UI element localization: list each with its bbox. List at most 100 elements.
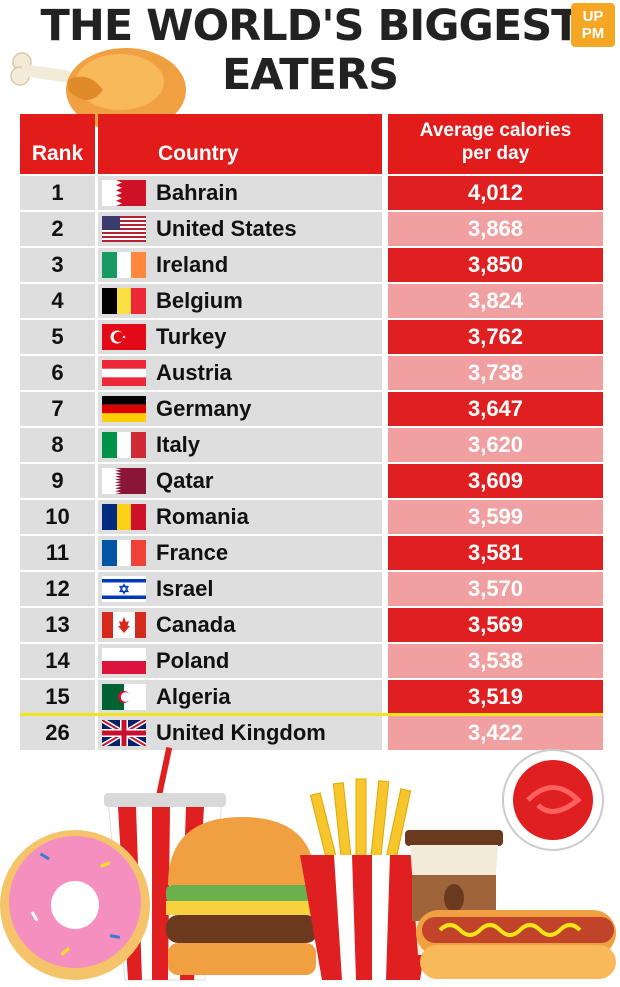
table-row: 14 Poland 3,538 [0, 644, 620, 678]
table-row: 3 Ireland 3,850 [0, 248, 620, 282]
country-cell: Algeria [98, 680, 382, 714]
calories-cell: 3,569 [388, 608, 603, 642]
bahrain-flag-icon [102, 180, 146, 206]
table-row: 26 United Kingdom 3,422 [0, 716, 620, 750]
header-country: Country [98, 114, 382, 174]
table-row: 5 Turkey 3,762 [0, 320, 620, 354]
calories-cell: 3,609 [388, 464, 603, 498]
fast-food-illustration [0, 747, 616, 981]
algeria-flag-icon [102, 684, 146, 710]
country-cell: Germany [98, 392, 382, 426]
logo-line-1: UP [582, 8, 604, 25]
belgium-flag-icon [102, 288, 146, 314]
country-cell: Poland [98, 644, 382, 678]
rank-cell: 13 [20, 608, 95, 642]
calories-cell: 3,738 [388, 356, 603, 390]
poland-flag-icon [102, 648, 146, 674]
chicken-drumstick-icon [10, 48, 186, 132]
israel-flag-icon [102, 576, 146, 602]
country-name: Israel [156, 576, 214, 601]
title-line-2: EATERS [221, 50, 399, 100]
table-row: 10 Romania 3,599 [0, 500, 620, 534]
calories-cell: 3,850 [388, 248, 603, 282]
table-row: 4 Belgium 3,824 [0, 284, 620, 318]
country-cell: Belgium [98, 284, 382, 318]
table-row: 11 France 3,581 [0, 536, 620, 570]
country-cell: Italy [98, 428, 382, 462]
country-name: Romania [156, 504, 249, 529]
rank-cell: 6 [20, 356, 95, 390]
calories-cell: 3,570 [388, 572, 603, 606]
calories-cell: 3,824 [388, 284, 603, 318]
country-name: Ireland [156, 252, 229, 277]
rank-cell: 15 [20, 680, 95, 714]
calories-cell: 3,620 [388, 428, 603, 462]
header-rank: Rank [20, 114, 95, 174]
qatar-flag-icon [102, 468, 146, 494]
header-calories: Average calories per day [388, 114, 603, 174]
canada-flag-icon [102, 612, 146, 638]
table-row: 6 Austria 3,738 [0, 356, 620, 390]
rank-cell: 1 [20, 176, 95, 210]
country-cell: Israel [98, 572, 382, 606]
table-row: 1 Bahrain 4,012 [0, 176, 620, 210]
country-cell: United States [98, 212, 382, 246]
country-cell: Canada [98, 608, 382, 642]
country-name: Italy [156, 432, 201, 457]
country-name: Austria [156, 360, 232, 385]
country-name: Poland [156, 648, 230, 673]
upm-logo: UP PM [571, 3, 615, 47]
country-name: Bahrain [156, 180, 238, 205]
table-row: 13 Canada 3,569 [0, 608, 620, 642]
rank-cell: 4 [20, 284, 95, 318]
calories-cell: 3,519 [388, 680, 603, 714]
table-row: 12 Israel 3,570 [0, 572, 620, 606]
country-cell: Ireland [98, 248, 382, 282]
calories-cell: 4,012 [388, 176, 603, 210]
country-name: Turkey [156, 324, 227, 349]
country-cell: Romania [98, 500, 382, 534]
table-row: 15 Algeria 3,519 [0, 680, 620, 714]
country-name: Germany [156, 396, 252, 421]
ireland-flag-icon [102, 252, 146, 278]
table-row: 9 Qatar 3,609 [0, 464, 620, 498]
italy-flag-icon [102, 432, 146, 458]
rank-cell: 2 [20, 212, 95, 246]
uk-flag-icon [102, 720, 146, 746]
table-row: 8 Italy 3,620 [0, 428, 620, 462]
rank-cell: 14 [20, 644, 95, 678]
calories-cell: 3,422 [388, 716, 603, 750]
uk-divider-line [20, 713, 603, 716]
table-row: 7 Germany 3,647 [0, 392, 620, 426]
page-title: THE WORLD'S BIGGEST EATERS [0, 2, 620, 99]
calories-cell: 3,647 [388, 392, 603, 426]
country-cell: Austria [98, 356, 382, 390]
country-name: Canada [156, 612, 236, 637]
country-cell: Qatar [98, 464, 382, 498]
country-cell: United Kingdom [98, 716, 382, 750]
rank-cell: 12 [20, 572, 95, 606]
country-cell: Turkey [98, 320, 382, 354]
title-line-1: THE WORLD'S BIGGEST [40, 1, 581, 51]
country-name: United Kingdom [156, 720, 326, 745]
rank-cell: 26 [20, 716, 95, 750]
rank-cell: 7 [20, 392, 95, 426]
country-name: Belgium [156, 288, 243, 313]
country-name: Algeria [156, 684, 231, 709]
rank-cell: 10 [20, 500, 95, 534]
france-flag-icon [102, 540, 146, 566]
rank-cell: 9 [20, 464, 95, 498]
usa-flag-icon [102, 216, 146, 242]
logo-line-2: PM [581, 25, 605, 42]
rank-cell: 11 [20, 536, 95, 570]
calories-cell: 3,538 [388, 644, 603, 678]
country-cell: Bahrain [98, 176, 382, 210]
table-row: 2 United States 3,868 [0, 212, 620, 246]
calories-cell: 3,581 [388, 536, 603, 570]
rank-cell: 3 [20, 248, 95, 282]
rank-cell: 8 [20, 428, 95, 462]
header-calories-line-1: Average calories [419, 120, 572, 141]
country-cell: France [98, 536, 382, 570]
austria-flag-icon [102, 360, 146, 386]
calories-cell: 3,762 [388, 320, 603, 354]
